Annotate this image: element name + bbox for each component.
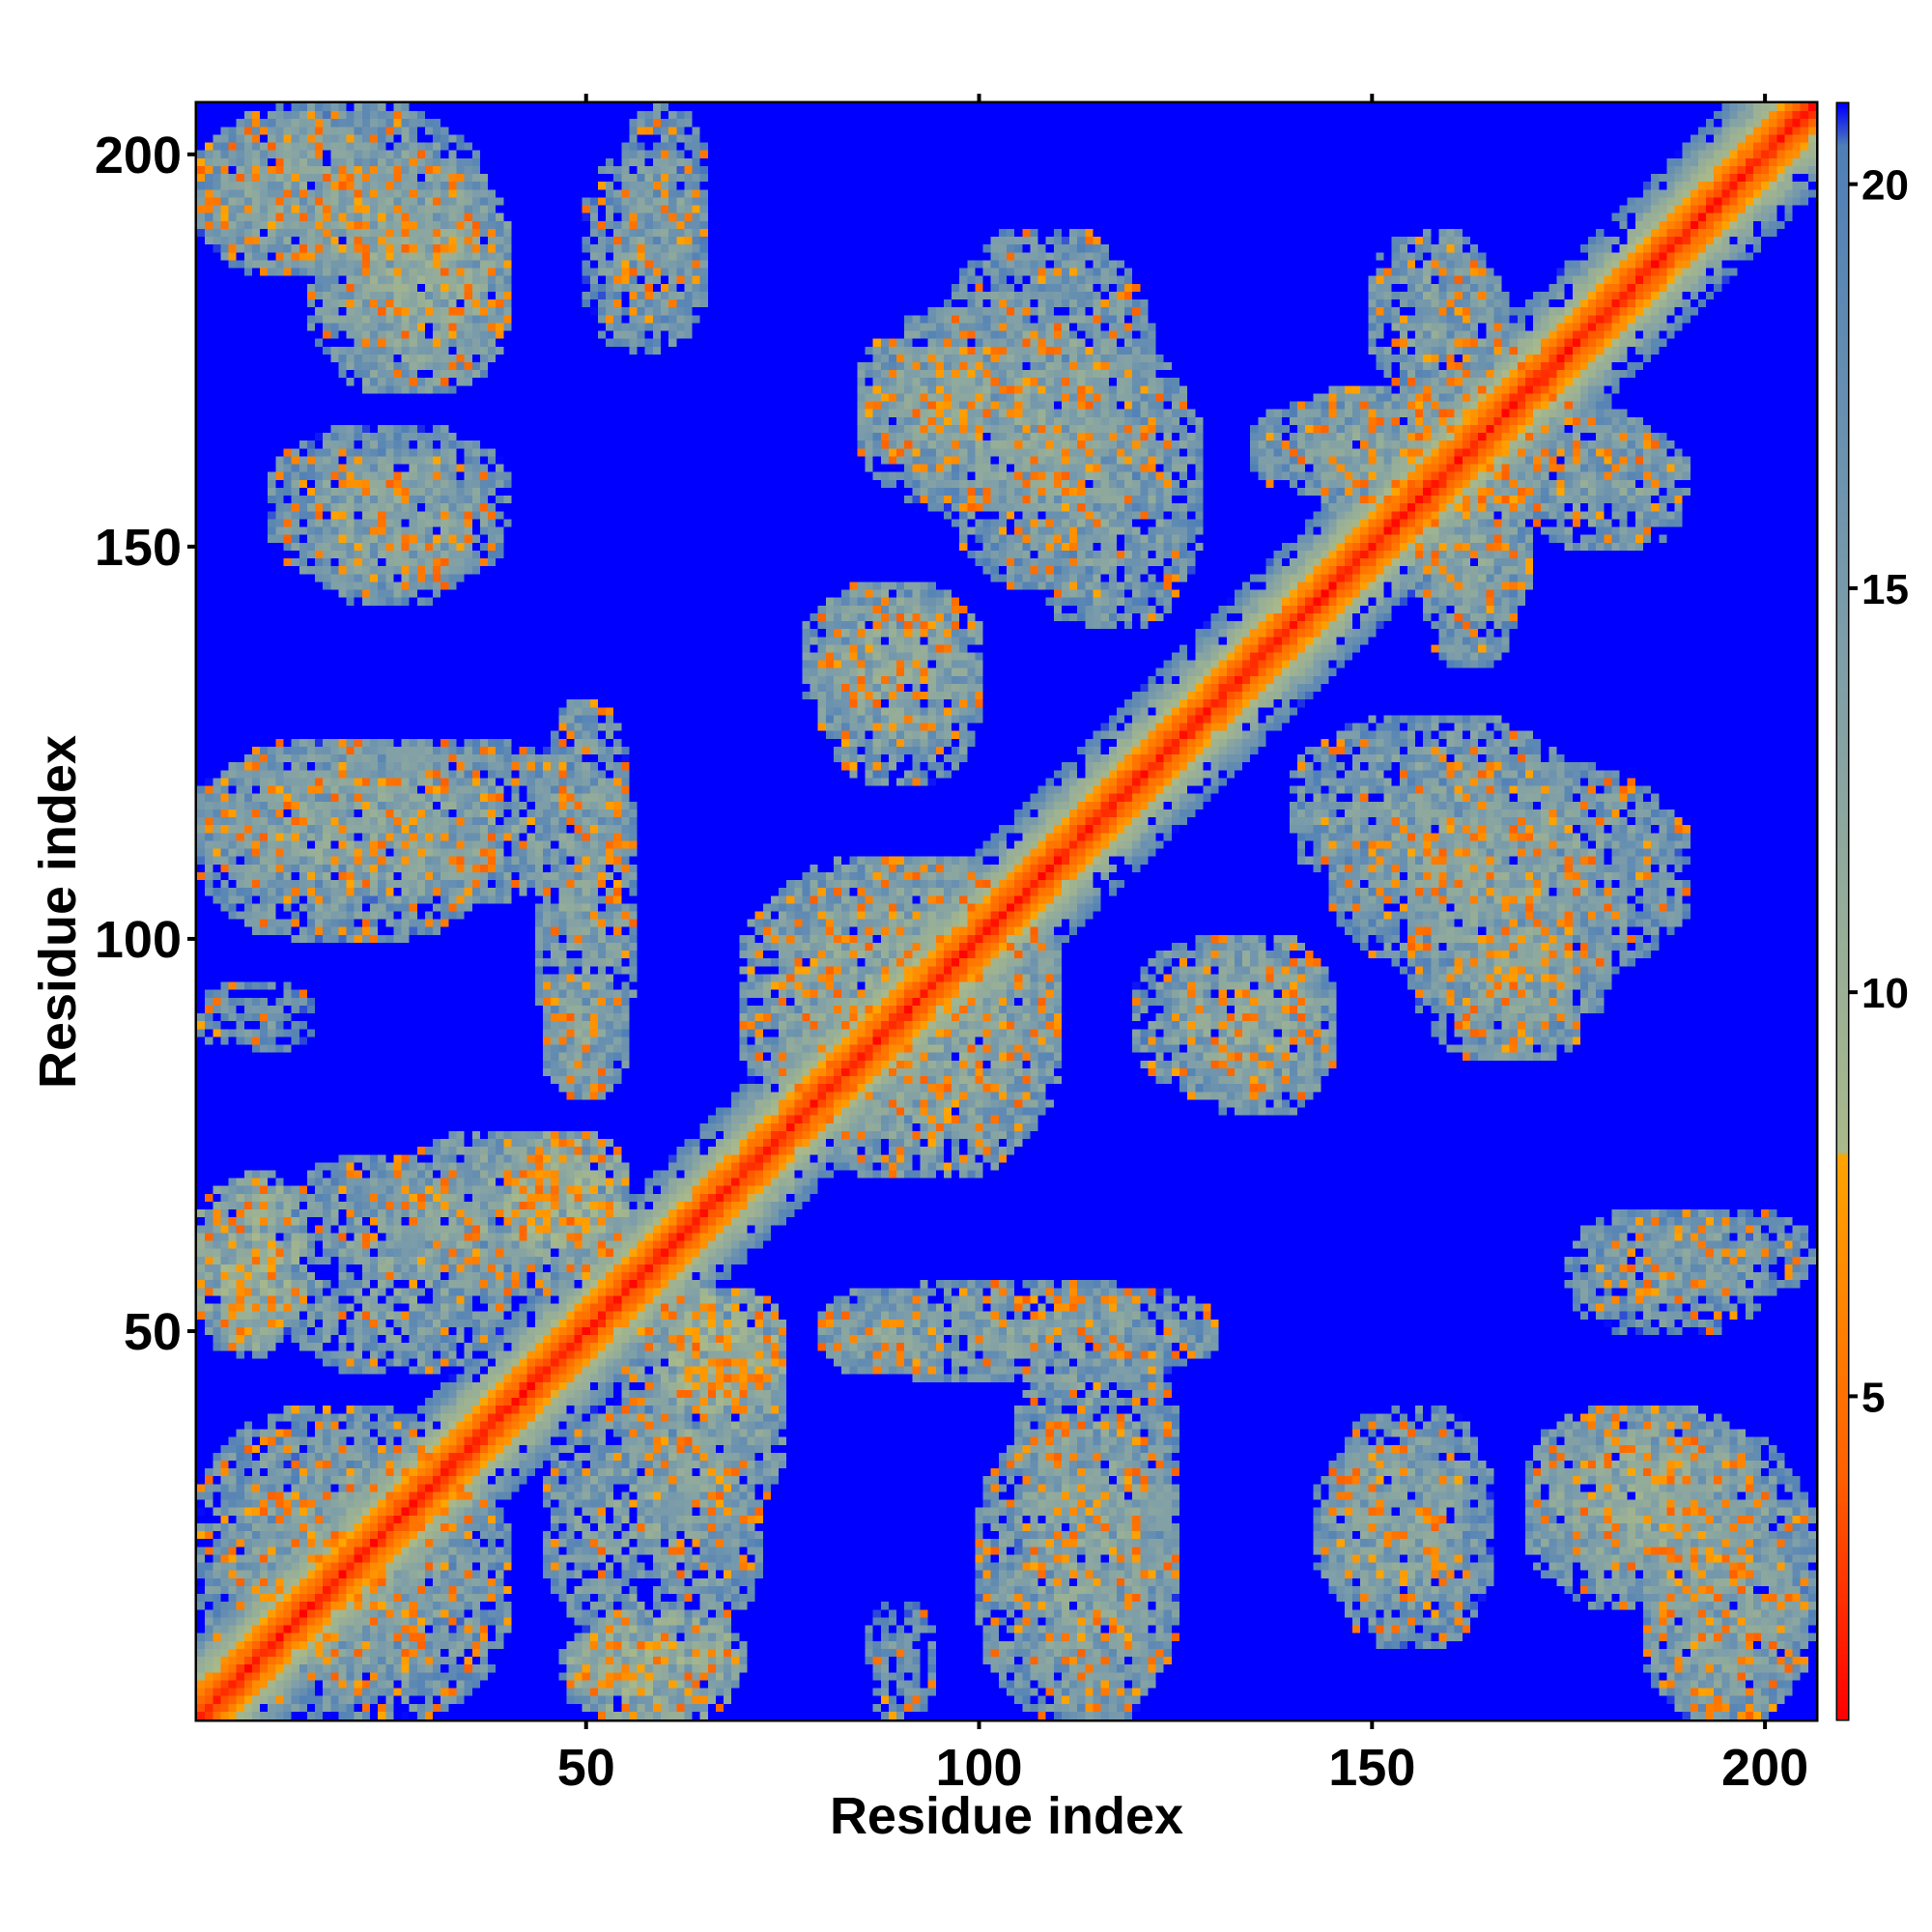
- y-tick-label: 50: [124, 1303, 182, 1361]
- y-tick-label: 200: [95, 127, 182, 185]
- colorbar-tick-label: 20: [1861, 162, 1909, 210]
- colorbar-ticks: 5 10 15 20: [1848, 162, 1909, 1421]
- y-tick-label: 100: [95, 911, 182, 969]
- colorbar-tick-label: 10: [1861, 970, 1909, 1017]
- x-tick-label: 100: [935, 1739, 1022, 1797]
- y-tick-label: 150: [95, 519, 182, 577]
- x-tick-label: 150: [1328, 1739, 1415, 1797]
- colorbar-tick-label: 15: [1861, 566, 1909, 613]
- x-axis-title: Residue index: [830, 1787, 1183, 1845]
- y-axis-ticks: 50 100 150 200: [95, 127, 197, 1361]
- colorbar-tick-label: 5: [1861, 1374, 1885, 1421]
- x-tick-label: 50: [557, 1739, 615, 1797]
- x-tick-label: 200: [1721, 1739, 1808, 1797]
- heatmap: [197, 103, 1816, 1719]
- y-axis-title: Residue index: [29, 735, 87, 1089]
- colorbar: [1837, 103, 1848, 1719]
